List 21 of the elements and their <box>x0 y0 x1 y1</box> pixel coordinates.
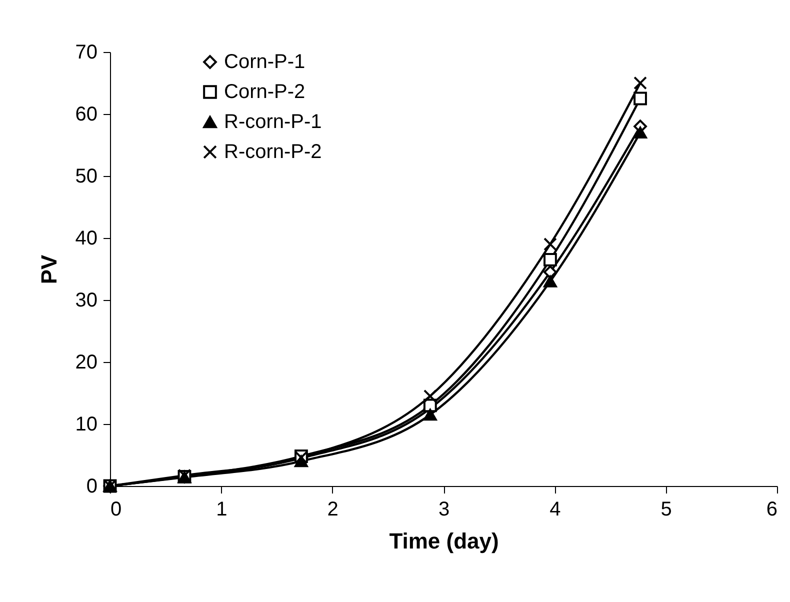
legend-label: R-corn-P-2 <box>224 141 322 163</box>
y-tick-label: 60 <box>75 104 98 126</box>
y-tick-label: 70 <box>75 42 98 64</box>
legend-label: Corn-P-2 <box>224 81 306 103</box>
x-tick-label: 0 <box>110 498 122 520</box>
x-tick-label: 3 <box>438 498 450 520</box>
x-tick-label: 6 <box>766 498 778 520</box>
y-tick-label: 30 <box>75 290 98 312</box>
y-tick-label: 40 <box>75 228 98 250</box>
y-tick-label: 50 <box>75 166 98 188</box>
y-axis-title: PV <box>36 254 62 284</box>
x-axis-title: Time (day) <box>389 528 499 554</box>
x-tick-label: 5 <box>660 498 672 520</box>
x-tick-label: 1 <box>216 498 228 520</box>
legend-label: Corn-P-1 <box>224 51 306 73</box>
y-tick-label: 0 <box>86 476 98 498</box>
y-tick-label: 20 <box>75 352 98 374</box>
legend-label: R-corn-P-1 <box>224 111 322 133</box>
x-tick-label: 4 <box>550 498 561 520</box>
y-tick-label: 10 <box>75 414 98 436</box>
x-tick-label: 2 <box>327 498 338 520</box>
